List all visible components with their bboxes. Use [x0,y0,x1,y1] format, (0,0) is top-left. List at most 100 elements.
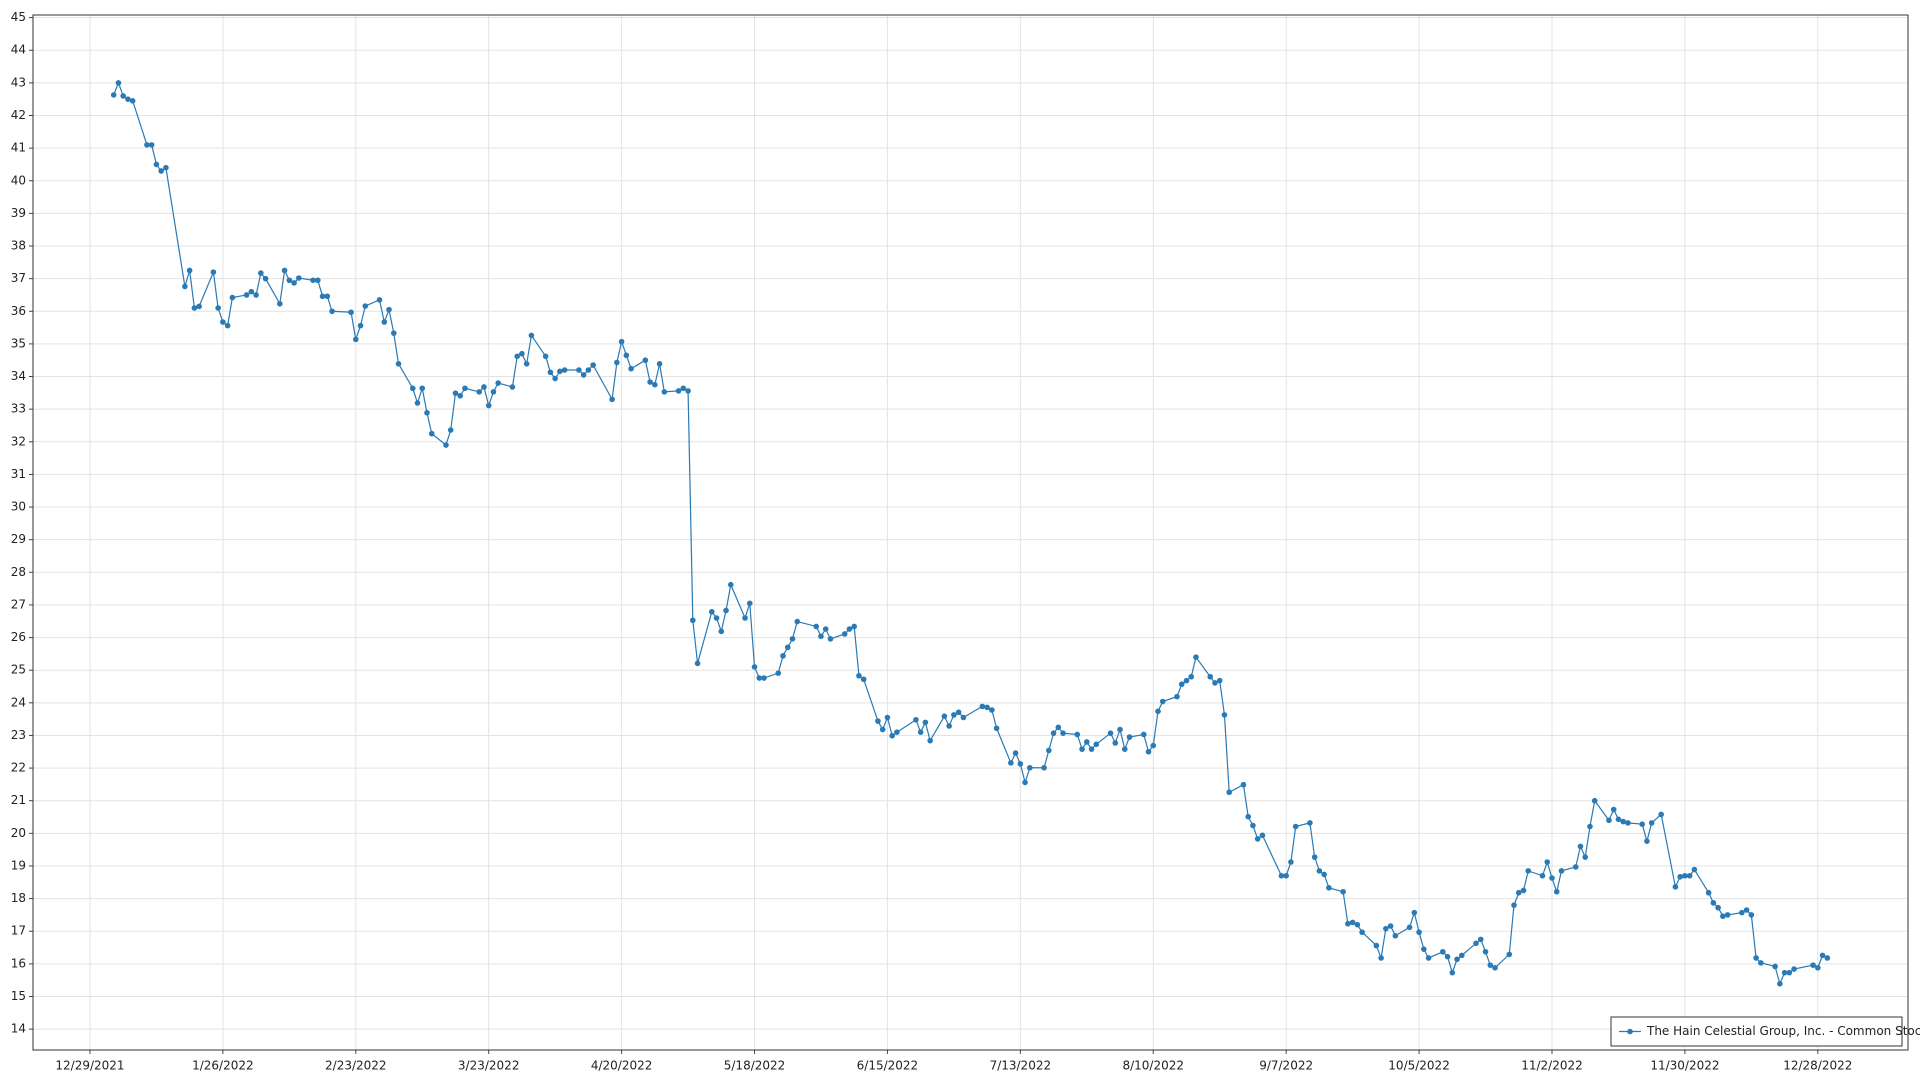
data-point [1705,889,1712,896]
data-point [590,362,596,368]
data-point [281,267,288,274]
data-point [656,361,663,367]
data-point [1454,956,1460,963]
data-point [718,628,725,635]
data-point [856,672,862,679]
data-point [723,607,729,614]
data-point [756,675,763,681]
y-tick-label: 20 [11,826,26,840]
y-tick-label: 24 [11,695,26,709]
x-tick-label: 3/23/2022 [458,1059,520,1073]
data-point [879,726,886,733]
data-point [1739,909,1745,916]
data-point [1644,838,1650,844]
data-point [1449,969,1456,976]
y-tick-label: 39 [11,206,26,220]
data-point [1150,742,1157,749]
data-point [1606,817,1612,824]
x-tick-label: 7/13/2022 [990,1059,1052,1073]
data-point [690,617,696,624]
y-tick-label: 34 [11,369,26,383]
data-point [1577,843,1584,850]
x-tick-label: 12/28/2022 [1783,1059,1852,1073]
data-point [1212,680,1218,686]
data-point [485,402,492,409]
data-point [1610,806,1617,813]
data-point [1307,820,1313,826]
data-point [428,430,435,437]
data-point [751,664,758,670]
data-point [984,704,990,711]
data-point [376,297,383,303]
data-point [481,384,487,390]
data-point [1349,919,1356,926]
data-point [1620,818,1626,825]
data-point [1582,854,1589,860]
data-point [552,375,558,382]
legend-label: The Hain Celestial Group, Inc. - Common … [1646,1024,1920,1038]
data-point [528,332,535,339]
data-point [1083,739,1090,745]
data-point [960,714,967,721]
data-point [708,608,715,615]
data-point [1383,925,1389,932]
data-point [352,336,359,343]
data-point [993,725,1000,732]
data-point [1815,964,1821,971]
data-point [1587,823,1593,830]
data-point [1720,913,1726,920]
data-point [1245,813,1251,820]
data-point [1050,730,1057,736]
data-point [447,427,454,433]
data-point [927,737,933,744]
data-point [1387,923,1394,929]
data-point [1174,693,1180,700]
data-point [585,367,592,373]
data-point [1772,963,1778,970]
data-point [742,615,748,621]
data-point [1012,750,1019,756]
data-point [1715,904,1721,911]
data-point [419,385,426,392]
data-point [614,359,620,366]
data-point [1027,764,1033,771]
data-point [348,309,354,316]
data-point [580,372,587,378]
data-point [946,723,952,729]
data-point [148,142,155,148]
y-tick-label: 29 [11,532,26,546]
data-point [1311,854,1318,860]
data-point [642,357,649,364]
y-tick-label: 28 [11,565,26,579]
data-point [386,306,392,313]
data-point [258,270,264,276]
data-point [1572,864,1579,870]
plot-frame [32,14,1909,1051]
data-point [523,361,530,367]
y-tick-label: 32 [11,434,26,448]
data-point [818,633,824,640]
x-tick-label: 4/20/2022 [591,1059,653,1073]
data-point [158,168,164,174]
y-tick-label: 25 [11,663,26,677]
data-point [1748,912,1755,918]
data-point [1492,964,1498,971]
data-point [476,389,483,395]
data-point [913,716,919,723]
data-point [713,615,720,621]
data-point [319,293,326,300]
data-point [1425,955,1432,961]
y-tick-label: 31 [11,467,26,481]
data-point [315,277,321,284]
data-point [296,275,302,281]
data-point [1549,875,1555,881]
data-point [1055,724,1062,731]
data-point [1691,866,1698,873]
data-point [1440,948,1446,955]
data-point [186,267,193,274]
data-point [519,350,525,357]
x-tick-label: 6/15/2022 [857,1059,919,1073]
legend: The Hain Celestial Group, Inc. - Common … [1610,1016,1920,1047]
data-point [1117,726,1123,733]
data-point [1648,820,1655,826]
